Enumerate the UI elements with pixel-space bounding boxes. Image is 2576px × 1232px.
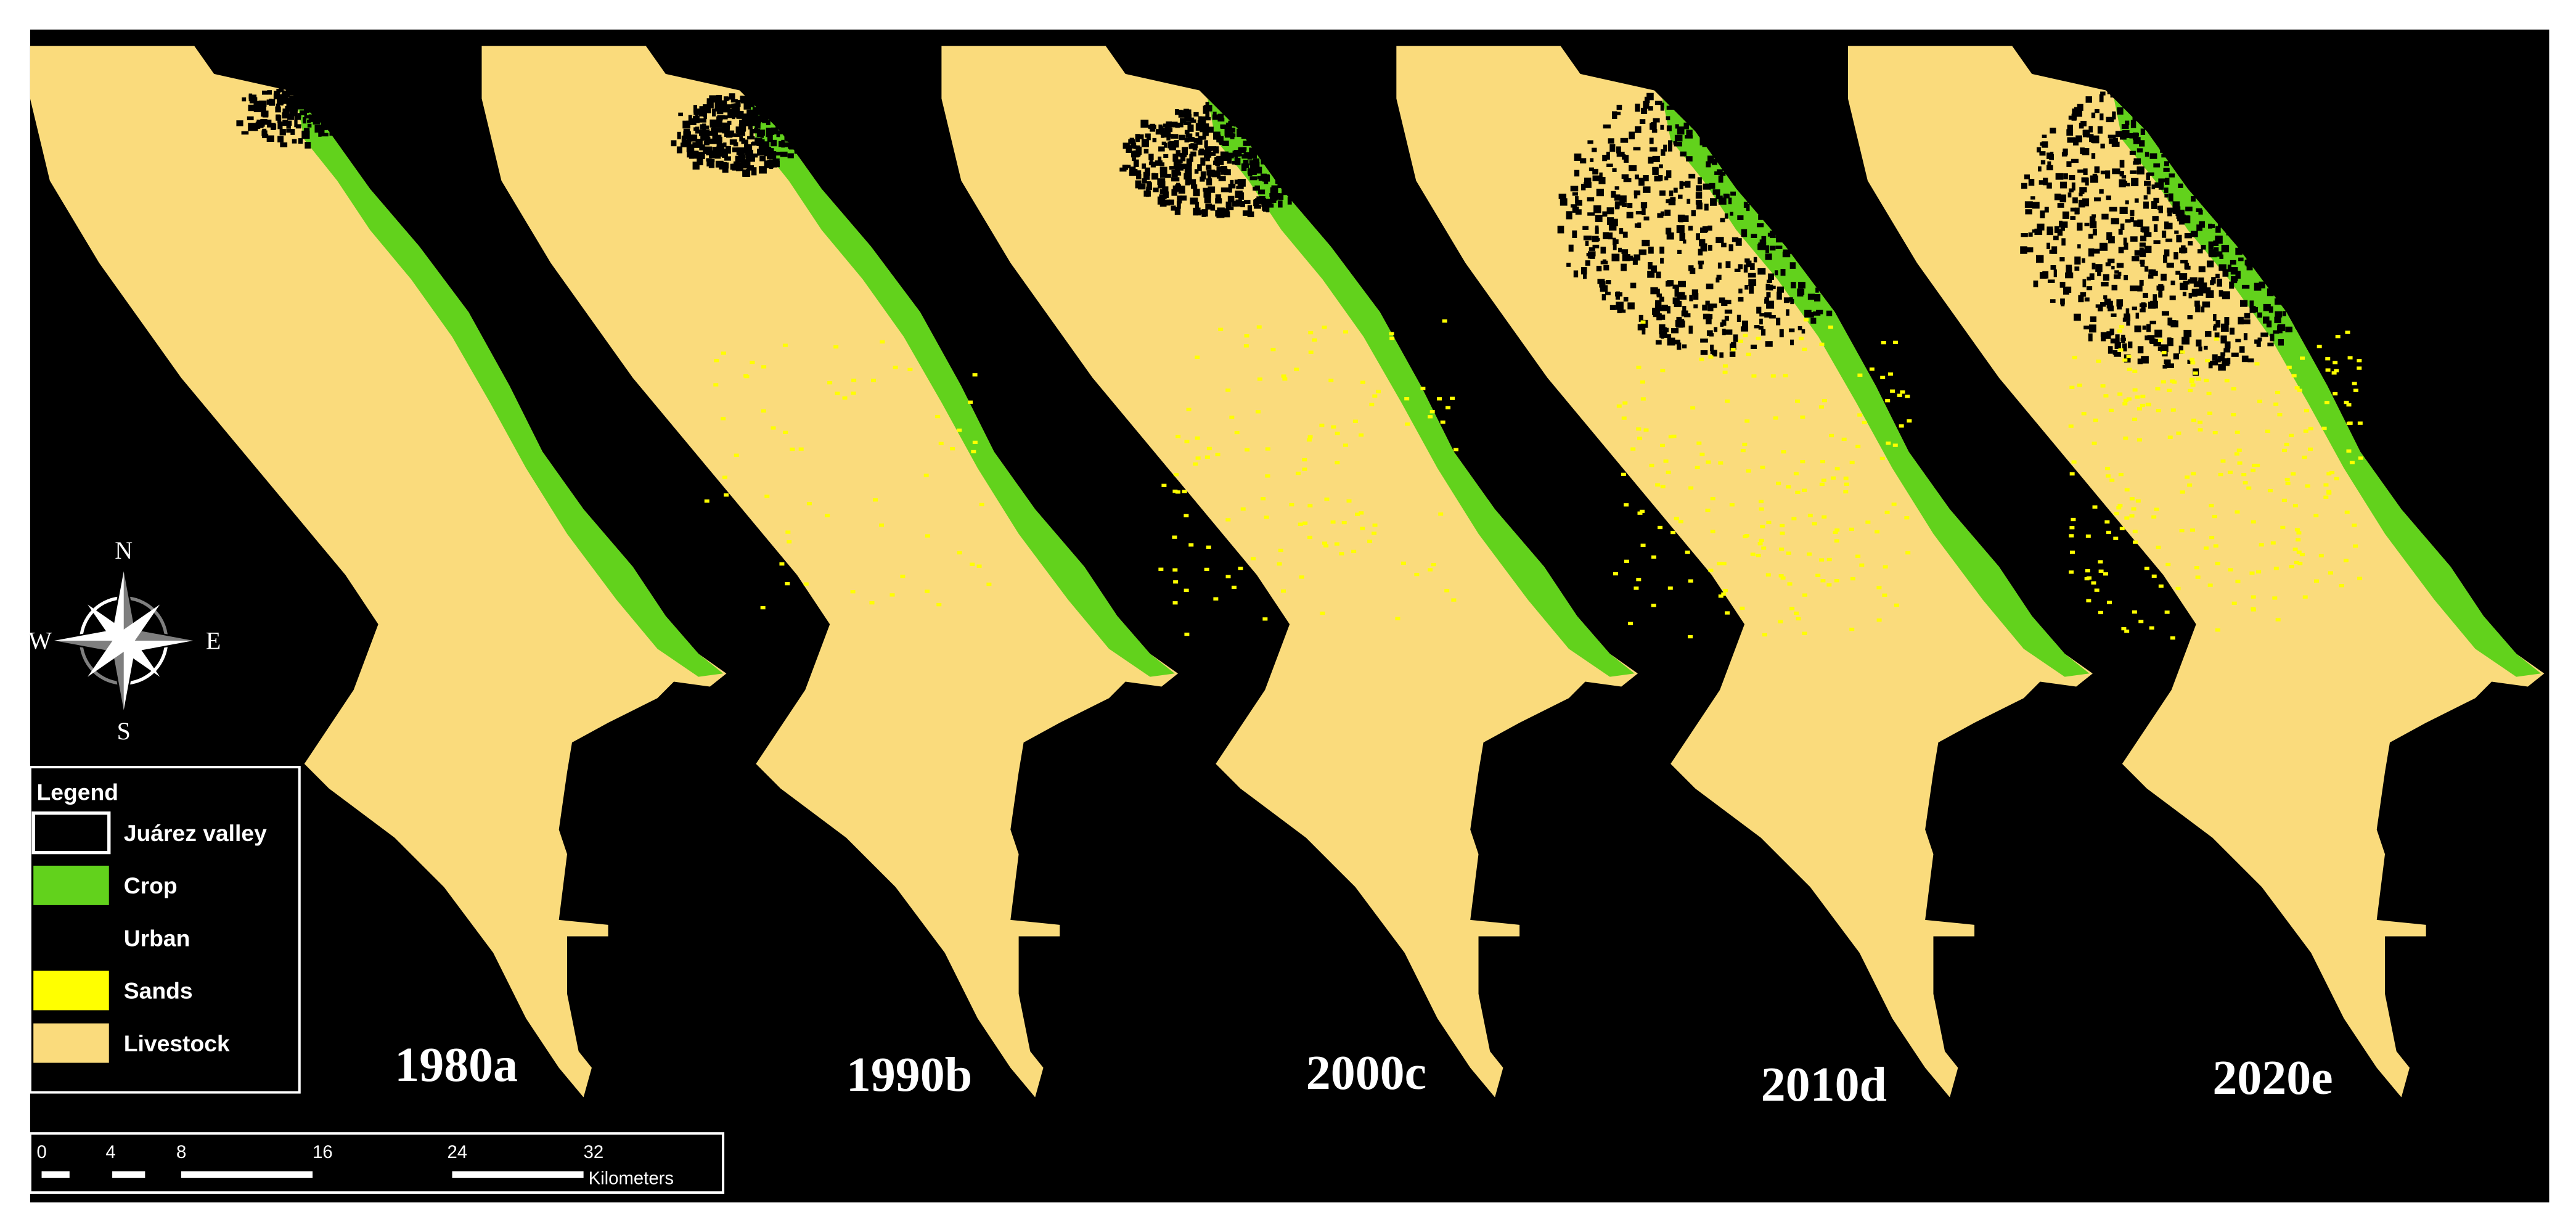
scale-tick-label: 32 [584,1142,604,1162]
map-label: 2020e [2212,1051,2333,1105]
scale-box [28,1132,725,1194]
legend-swatch [33,1023,109,1063]
scale-tick-label: 4 [105,1142,115,1162]
legend-swatch [33,865,109,905]
scale-tick-label: 16 [313,1142,333,1162]
legend-swatch [33,918,109,958]
legend-label: Livestock [124,1030,230,1056]
scale-tick-label: 24 [448,1142,468,1162]
map-label: 1980a [395,1038,518,1092]
legend-label: Urban [124,925,190,951]
land-use-map: 1990b [481,46,1179,1102]
legend-label: Sands [124,978,193,1004]
compass-s: S [117,717,131,745]
scale-segment [112,1171,145,1178]
land-use-map: 2010d [1396,46,2093,1112]
legend-label: Crop [124,873,178,898]
legend-swatch [31,811,111,855]
map-label: 1990b [846,1048,972,1102]
map-label: 2000c [1306,1046,1426,1100]
scale-segment [181,1171,313,1178]
land-use-map: 2000c [941,46,1638,1100]
land-use-map: 1980a [30,46,727,1098]
compass-w: W [28,626,52,654]
legend-title: Legend [37,779,119,805]
map-label: 2010d [1761,1057,1887,1112]
scale-tick-label: 8 [176,1142,186,1162]
compass-n: N [115,536,133,564]
scale-unit: Kilometers [589,1168,674,1189]
compass: N E S W [28,536,221,745]
scale-segment [41,1171,70,1178]
scale-segment [452,1171,584,1178]
legend-label: Juárez valley [124,820,267,846]
scale-tick-label: 0 [37,1142,47,1162]
legend-swatch [33,971,109,1011]
compass-e: E [206,626,221,654]
land-use-map: 2020e [1847,46,2545,1105]
